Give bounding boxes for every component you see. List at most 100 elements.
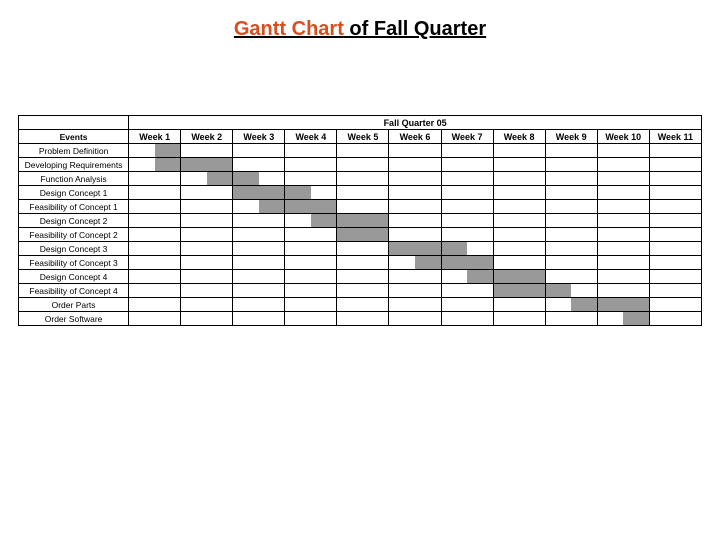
week-header-10: Week 10 (597, 130, 649, 144)
gantt-cell (493, 172, 545, 186)
gantt-cell (181, 256, 233, 270)
task-row: Design Concept 1 (19, 186, 702, 200)
gantt-cell (337, 214, 389, 228)
gantt-cell (389, 312, 441, 326)
gantt-cell (441, 158, 493, 172)
gantt-cell (441, 312, 493, 326)
gantt-bar (233, 186, 284, 199)
task-name: Developing Requirements (19, 158, 129, 172)
task-row: Feasibility of Concept 3 (19, 256, 702, 270)
gantt-cell (389, 214, 441, 228)
gantt-cell (285, 312, 337, 326)
quarter-label-cell: Fall Quarter 05 (129, 116, 702, 130)
gantt-cell (233, 298, 285, 312)
title-rest: of Fall Quarter (344, 18, 486, 40)
gantt-cell (181, 214, 233, 228)
gantt-cell (181, 186, 233, 200)
gantt-cell (649, 200, 701, 214)
week-header-2: Week 2 (181, 130, 233, 144)
gantt-cell (649, 172, 701, 186)
gantt-cell (597, 298, 649, 312)
gantt-cell (649, 256, 701, 270)
gantt-cell (337, 200, 389, 214)
gantt-cell (129, 158, 181, 172)
task-name: Design Concept 1 (19, 186, 129, 200)
gantt-bar (285, 200, 336, 213)
events-header: Events (19, 130, 129, 144)
task-name: Feasibility of Concept 1 (19, 200, 129, 214)
gantt-cell (233, 200, 285, 214)
gantt-cell (233, 256, 285, 270)
gantt-cell (597, 186, 649, 200)
gantt-cell (337, 312, 389, 326)
gantt-cell (129, 172, 181, 186)
gantt-cell (441, 144, 493, 158)
gantt-cell (337, 172, 389, 186)
gantt-cell (389, 158, 441, 172)
gantt-bar (207, 172, 233, 185)
task-row: Design Concept 4 (19, 270, 702, 284)
gantt-cell (285, 242, 337, 256)
gantt-cell (493, 158, 545, 172)
gantt-cell (493, 186, 545, 200)
task-row: Feasibility of Concept 2 (19, 228, 702, 242)
gantt-bar (285, 186, 311, 199)
gantt-cell (129, 186, 181, 200)
gantt-cell (129, 214, 181, 228)
task-name: Function Analysis (19, 172, 129, 186)
gantt-bar (467, 270, 493, 283)
week-header-4: Week 4 (285, 130, 337, 144)
gantt-cell (597, 242, 649, 256)
gantt-cell (181, 242, 233, 256)
gantt-cell (389, 284, 441, 298)
gantt-bar (389, 242, 440, 255)
gantt-cell (493, 242, 545, 256)
gantt-cell (285, 144, 337, 158)
gantt-bar (494, 284, 545, 297)
gantt-cell (181, 200, 233, 214)
gantt-cell (285, 200, 337, 214)
gantt-cell (493, 214, 545, 228)
gantt-cell (441, 298, 493, 312)
gantt-cell (493, 144, 545, 158)
week-header-row: Events Week 1Week 2Week 3Week 4Week 5Wee… (19, 130, 702, 144)
gantt-bar (442, 242, 468, 255)
gantt-cell (129, 228, 181, 242)
gantt-bar (337, 214, 388, 227)
gantt-cell (545, 158, 597, 172)
gantt-cell (181, 270, 233, 284)
gantt-cell (129, 312, 181, 326)
gantt-cell (337, 242, 389, 256)
gantt-cell (337, 298, 389, 312)
gantt-cell (545, 228, 597, 242)
gantt-cell (649, 186, 701, 200)
gantt-cell (285, 186, 337, 200)
week-header-9: Week 9 (545, 130, 597, 144)
gantt-cell (285, 214, 337, 228)
gantt-cell (597, 200, 649, 214)
gantt-cell (597, 270, 649, 284)
gantt-bar (442, 256, 493, 269)
gantt-cell (441, 228, 493, 242)
gantt-bar (155, 158, 181, 171)
task-row: Feasibility of Concept 4 (19, 284, 702, 298)
task-row: Order Parts (19, 298, 702, 312)
gantt-cell (233, 214, 285, 228)
gantt-cell (545, 312, 597, 326)
gantt-cell (181, 172, 233, 186)
gantt-cell (129, 284, 181, 298)
gantt-cell (389, 242, 441, 256)
gantt-cell (181, 158, 233, 172)
gantt-cell (337, 228, 389, 242)
gantt-cell (441, 200, 493, 214)
gantt-cell (597, 172, 649, 186)
gantt-cell (285, 172, 337, 186)
gantt-cell (337, 284, 389, 298)
gantt-cell (649, 228, 701, 242)
gantt-cell (337, 158, 389, 172)
gantt-cell (545, 200, 597, 214)
task-name: Design Concept 2 (19, 214, 129, 228)
gantt-bar (546, 284, 572, 297)
task-row: Problem Definition (19, 144, 702, 158)
gantt-chart: Fall Quarter 05 Events Week 1Week 2Week … (18, 115, 702, 326)
